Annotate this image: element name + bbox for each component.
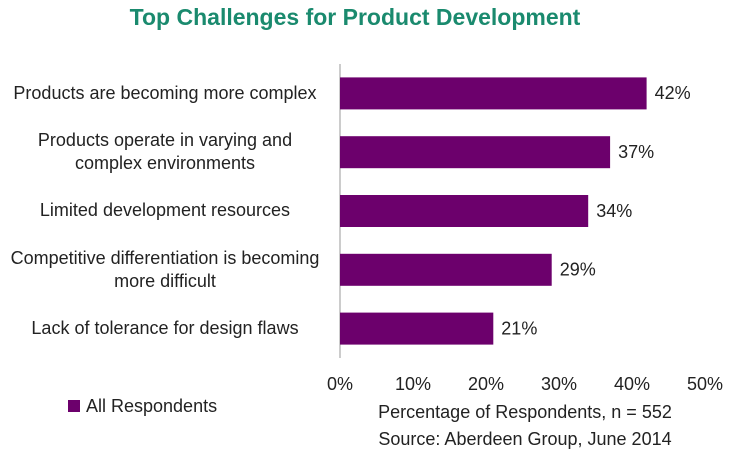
data-label: 34% bbox=[596, 201, 632, 221]
bar bbox=[340, 195, 589, 227]
data-label: 37% bbox=[618, 142, 654, 162]
data-label: 21% bbox=[501, 318, 537, 338]
x-tick-label: 40% bbox=[614, 374, 650, 394]
bar bbox=[340, 136, 611, 169]
x-axis-title: Percentage of Respondents, n = 552 bbox=[378, 402, 672, 422]
y-tick-label: Competitive differentiation is becoming … bbox=[10, 247, 320, 291]
legend-swatch bbox=[68, 400, 80, 412]
x-tick-label: 20% bbox=[468, 374, 504, 394]
bar bbox=[340, 253, 552, 286]
data-label: 42% bbox=[655, 83, 691, 103]
bar bbox=[340, 77, 647, 110]
source: Source: Aberdeen Group, June 2014 bbox=[378, 429, 671, 449]
bar bbox=[340, 312, 494, 345]
chart-title: Top Challenges for Product Development bbox=[130, 4, 581, 30]
x-tick-label: 50% bbox=[687, 374, 723, 394]
y-tick-label: Products are becoming more complex bbox=[13, 82, 317, 103]
data-label: 29% bbox=[560, 260, 596, 280]
x-tick-label: 0% bbox=[327, 374, 353, 394]
y-tick-label: Limited development resources bbox=[39, 200, 291, 221]
x-tick-label: 30% bbox=[541, 374, 577, 394]
y-tick-label: Products operate in varying and complex … bbox=[37, 130, 293, 174]
y-tick-label: Lack of tolerance for design flaws bbox=[31, 318, 299, 339]
legend-label: All Respondents bbox=[86, 396, 217, 416]
x-tick-label: 10% bbox=[395, 374, 431, 394]
